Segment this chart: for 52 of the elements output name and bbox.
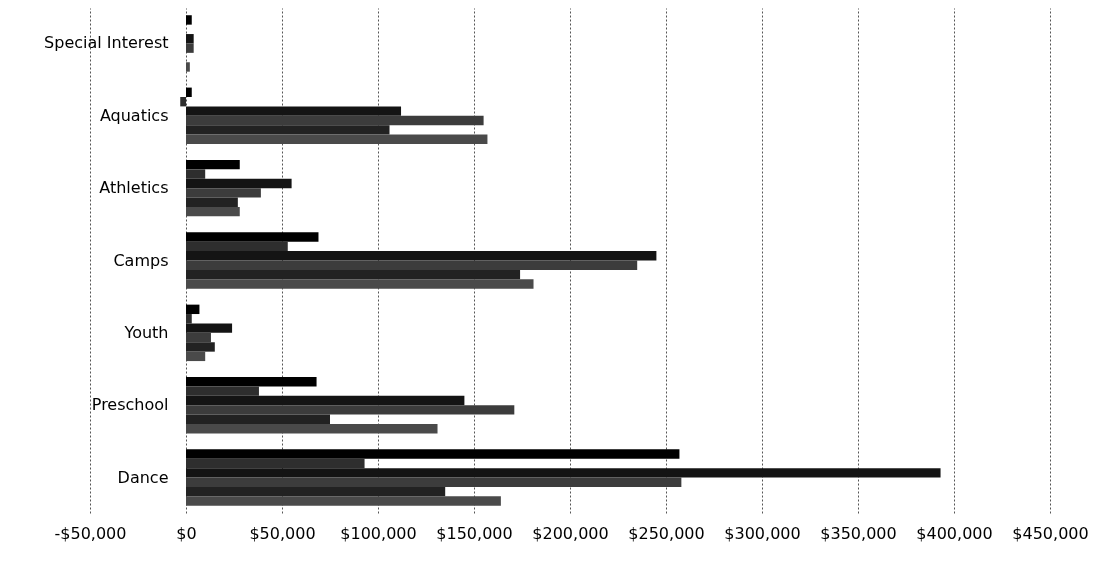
y-tick-label: Athletics [99,178,169,198]
x-tick-label: $150,000 [436,523,513,543]
bar [186,197,238,207]
x-tick-label: $300,000 [724,523,801,543]
bar [186,449,680,459]
bar [186,314,192,324]
bar [186,115,484,126]
bar [186,15,192,25]
bar [186,232,319,242]
x-tick-label: $200,000 [532,523,609,543]
bar [186,496,501,506]
x-tick-label: $100,000 [340,523,417,543]
bar [186,468,941,478]
bar [186,477,682,487]
bar [186,395,465,406]
x-tick-label: $350,000 [820,523,897,543]
x-tick-label: -$50,000 [54,523,127,543]
bar [186,125,390,135]
bar [186,486,446,497]
bar [186,386,259,396]
bar [186,34,194,44]
y-tick-label: Youth [123,322,169,342]
bar [186,269,521,280]
x-tick-label: $450,000 [1012,523,1089,543]
x-tick-label: $400,000 [916,523,993,543]
bar [186,376,317,387]
bar [186,106,402,116]
bar [186,458,365,469]
x-tick-label: $0 [176,523,197,543]
bar [186,414,330,425]
bar [186,43,194,53]
bar [186,323,233,333]
bar [186,241,288,252]
x-tick-label: $50,000 [249,523,316,543]
bar [186,87,192,97]
bar [186,188,261,198]
y-tick-label: Camps [113,250,169,270]
y-tick-label: Aquatics [99,105,169,125]
bar [186,251,657,261]
y-tick-label: Preschool [91,395,169,415]
bar [186,260,638,270]
bar [186,304,200,315]
x-tick-label: $250,000 [628,523,705,543]
bar [186,169,206,179]
bar [186,405,515,415]
bar [186,332,211,343]
bar [186,159,240,170]
bar [186,342,215,352]
bar [180,96,186,107]
y-tick-label: Special Interest [44,33,169,53]
y-tick-label: Dance [117,467,169,487]
bar [186,178,292,189]
